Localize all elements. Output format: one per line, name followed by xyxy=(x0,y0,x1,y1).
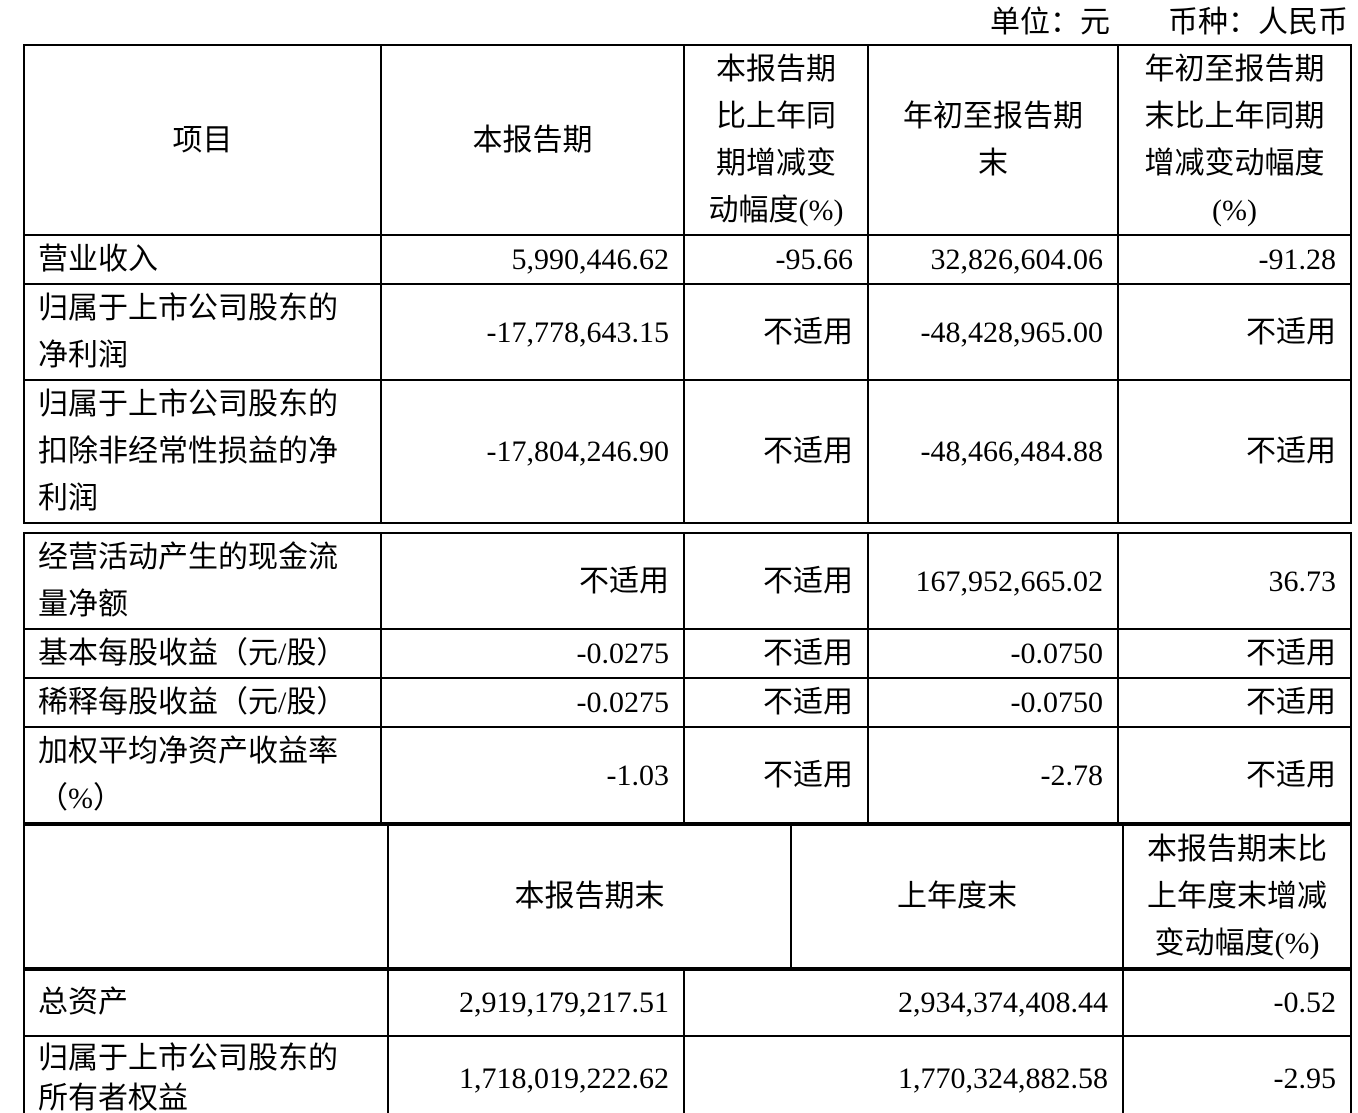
value-cell: 不适用 xyxy=(380,532,685,630)
column-header-ytd: 年初至报告期 末 xyxy=(867,44,1119,236)
value-cell: -0.0750 xyxy=(867,628,1119,679)
value-cell: 不适用 xyxy=(683,726,869,824)
period-end-header-table: 本报告期末 上年度末 本报告期末比 上年度末增减 变动幅度(%) xyxy=(23,824,1352,969)
column-header-period-end-change: 本报告期末比 上年度末增减 变动幅度(%) xyxy=(1122,824,1352,969)
value-cell: -91.28 xyxy=(1117,234,1352,285)
column-header-blank xyxy=(23,824,389,969)
unit-label: 单位：元 xyxy=(990,6,1110,39)
value-cell: 不适用 xyxy=(683,283,869,381)
row-label: 稀释每股收益（元/股） xyxy=(23,677,382,728)
table-row: 基本每股收益（元/股） -0.0275 不适用 -0.0750 不适用 xyxy=(23,628,1352,679)
key-indicators-table-middle: 经营活动产生的现金流 量净额 不适用 不适用 167,952,665.02 36… xyxy=(23,532,1352,824)
key-indicators-table-top: 项目 本报告期 本报告期 比上年同 期增减变 动幅度(%) 年初至报告期 末 年… xyxy=(23,44,1352,524)
row-label: 总资产 xyxy=(23,969,389,1037)
table-row: 归属于上市公司股东的 净利润 -17,778,643.15 不适用 -48,42… xyxy=(23,283,1352,381)
column-header-item: 项目 xyxy=(23,44,382,236)
value-cell: 不适用 xyxy=(1117,379,1352,524)
value-cell: 不适用 xyxy=(683,379,869,524)
value-cell: 不适用 xyxy=(683,532,869,630)
table-row: 归属于上市公司股东的 所有者权益 1,718,019,222.62 1,770,… xyxy=(23,1035,1352,1113)
value-cell: -17,804,246.90 xyxy=(380,379,685,524)
table-header-row: 项目 本报告期 本报告期 比上年同 期增减变 动幅度(%) 年初至报告期 末 年… xyxy=(23,44,1352,236)
value-cell: -2.95 xyxy=(1122,1035,1352,1113)
column-header-prior-year-end: 上年度末 xyxy=(790,824,1124,969)
table-row: 归属于上市公司股东的 扣除非经常性损益的净 利润 -17,804,246.90 … xyxy=(23,379,1352,524)
row-label: 加权平均净资产收益率 （%） xyxy=(23,726,382,824)
table-row: 加权平均净资产收益率 （%） -1.03 不适用 -2.78 不适用 xyxy=(23,726,1352,824)
table-row: 稀释每股收益（元/股） -0.0275 不适用 -0.0750 不适用 xyxy=(23,677,1352,728)
value-cell: 167,952,665.02 xyxy=(867,532,1119,630)
row-label: 归属于上市公司股东的 净利润 xyxy=(23,283,382,381)
value-cell: -0.0275 xyxy=(380,677,685,728)
value-cell: -0.0750 xyxy=(867,677,1119,728)
value-cell: 5,990,446.62 xyxy=(380,234,685,285)
row-label: 归属于上市公司股东的 扣除非经常性损益的净 利润 xyxy=(23,379,382,524)
value-cell: 不适用 xyxy=(1117,283,1352,381)
row-label: 归属于上市公司股东的 所有者权益 xyxy=(23,1035,389,1113)
value-cell: -17,778,643.15 xyxy=(380,283,685,381)
value-cell: 2,919,179,217.51 xyxy=(387,969,685,1037)
row-label: 营业收入 xyxy=(23,234,382,285)
value-cell: -0.52 xyxy=(1122,969,1352,1037)
table-header-row: 本报告期末 上年度末 本报告期末比 上年度末增减 变动幅度(%) xyxy=(23,824,1352,969)
value-cell: 1,770,324,882.58 xyxy=(683,1035,1124,1113)
column-header-current-period: 本报告期 xyxy=(380,44,685,236)
value-cell: 32,826,604.06 xyxy=(867,234,1119,285)
value-cell: -95.66 xyxy=(683,234,869,285)
value-cell: 不适用 xyxy=(683,628,869,679)
table-row: 总资产 2,919,179,217.51 2,934,374,408.44 -0… xyxy=(23,969,1352,1037)
row-label: 基本每股收益（元/股） xyxy=(23,628,382,679)
value-cell: -1.03 xyxy=(380,726,685,824)
value-cell: 36.73 xyxy=(1117,532,1352,630)
table-row: 经营活动产生的现金流 量净额 不适用 不适用 167,952,665.02 36… xyxy=(23,532,1352,630)
table-row: 营业收入 5,990,446.62 -95.66 32,826,604.06 -… xyxy=(23,234,1352,285)
currency-label: 币种：人民币 xyxy=(1168,6,1348,39)
value-cell: 不适用 xyxy=(1117,677,1352,728)
period-end-data-table: 总资产 2,919,179,217.51 2,934,374,408.44 -0… xyxy=(23,969,1352,1113)
value-cell: -48,428,965.00 xyxy=(867,283,1119,381)
column-header-period-end: 本报告期末 xyxy=(387,824,792,969)
row-label: 经营活动产生的现金流 量净额 xyxy=(23,532,382,630)
value-cell: -0.0275 xyxy=(380,628,685,679)
value-cell: 2,934,374,408.44 xyxy=(683,969,1124,1037)
column-header-period-change: 本报告期 比上年同 期增减变 动幅度(%) xyxy=(683,44,869,236)
column-header-ytd-change: 年初至报告期 末比上年同期 增减变动幅度 (%) xyxy=(1117,44,1352,236)
value-cell: 不适用 xyxy=(683,677,869,728)
value-cell: -48,466,484.88 xyxy=(867,379,1119,524)
unit-note: 单位：元 币种：人民币 xyxy=(0,0,1358,44)
value-cell: 不适用 xyxy=(1117,726,1352,824)
value-cell: 不适用 xyxy=(1117,628,1352,679)
value-cell: -2.78 xyxy=(867,726,1119,824)
value-cell: 1,718,019,222.62 xyxy=(387,1035,685,1113)
